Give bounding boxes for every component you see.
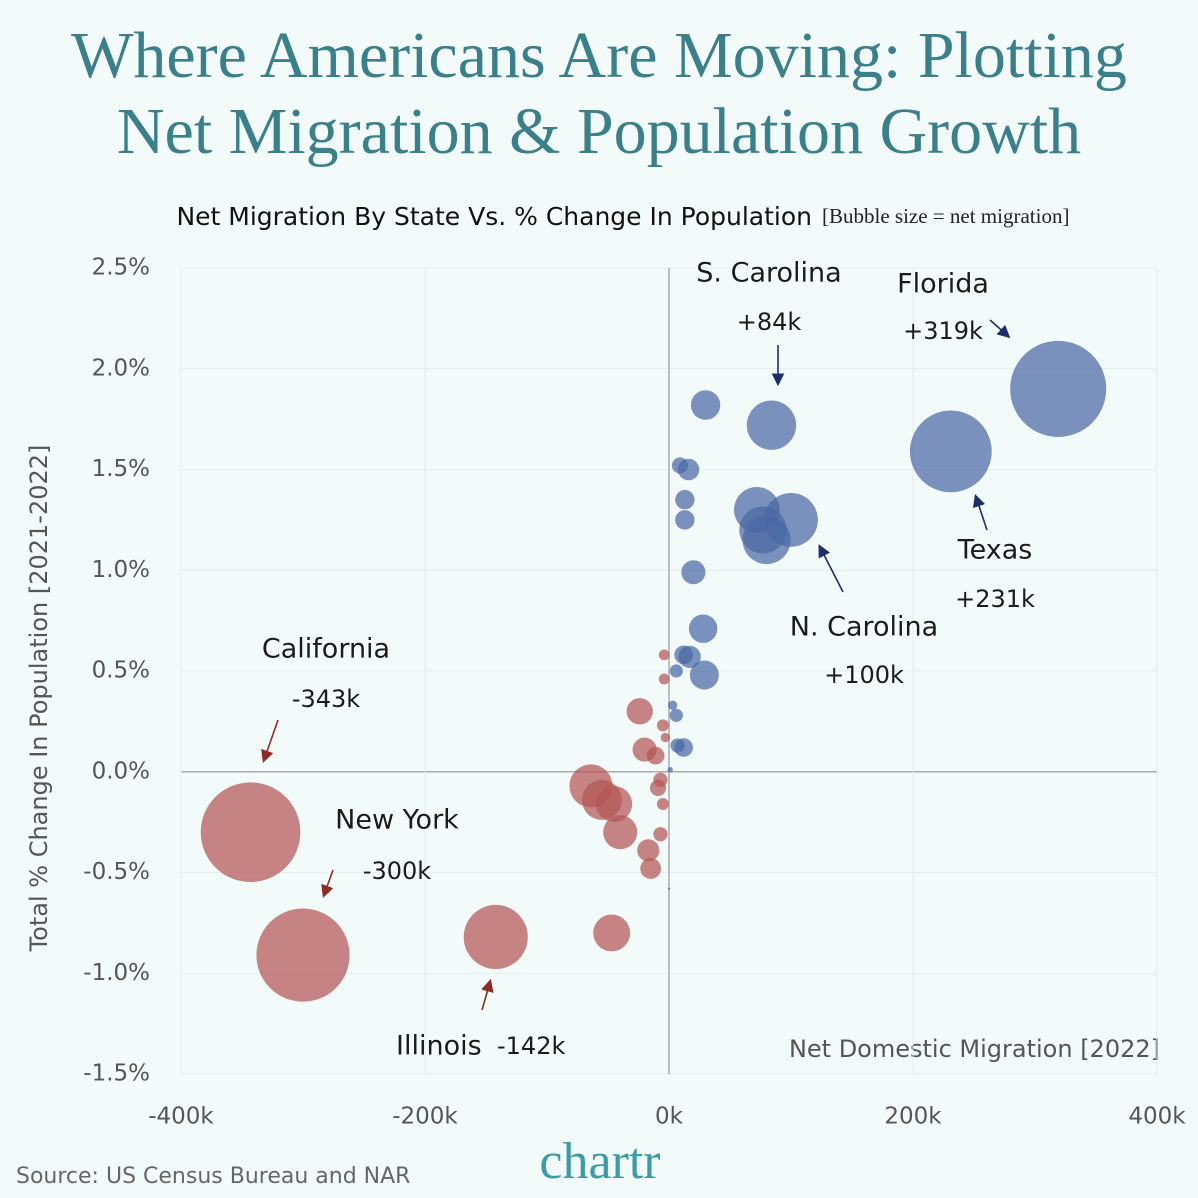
annotation-arrow	[818, 544, 844, 593]
bubble	[1010, 340, 1107, 437]
y-axis-label: Total % Change In Population [2021-2022]	[25, 445, 53, 953]
bubble	[671, 457, 689, 474]
annotation-label: S. Carolina	[696, 258, 841, 289]
bubble	[256, 908, 350, 1002]
bubble	[681, 560, 706, 585]
bubble	[674, 645, 693, 665]
bubble	[660, 732, 670, 743]
bubble	[667, 887, 671, 890]
x-tick-label: -200k	[392, 1104, 458, 1130]
x-tick-label: 400k	[1128, 1104, 1186, 1130]
y-tick-label: 1.0%	[92, 557, 150, 583]
bubble	[658, 649, 670, 661]
brand: chartr	[539, 1133, 660, 1190]
bubble	[689, 660, 719, 690]
bubble	[463, 904, 528, 970]
bubble	[667, 767, 673, 773]
annotation-arrow	[972, 493, 988, 531]
annotation-value: +319k	[903, 317, 983, 345]
bubble	[746, 400, 797, 450]
annotation-label: New York	[335, 805, 459, 836]
annotation-arrow	[321, 869, 334, 899]
bubble	[200, 782, 301, 883]
bubble	[658, 673, 670, 685]
annotation-value: +84k	[737, 308, 802, 336]
x-tick-label: -400k	[148, 1104, 214, 1130]
annotation-label: N. Carolina	[790, 612, 938, 643]
bubble	[649, 779, 667, 796]
bubble	[596, 785, 633, 823]
bubble	[656, 797, 669, 811]
annotation-label: Texas	[957, 535, 1033, 566]
bubble	[668, 700, 678, 710]
annotation-arrow	[989, 319, 1011, 339]
bubble	[690, 390, 721, 420]
y-tick-label: 2.5%	[92, 255, 150, 281]
bubble	[739, 506, 787, 554]
y-tick-label: -0.5%	[83, 859, 150, 885]
source: Source: US Census Bureau and NAR	[16, 1164, 410, 1189]
subtitle-note: [Bubble size = net migration]	[822, 204, 1069, 228]
annotation-arrow	[481, 978, 494, 1011]
chart-title: Where Americans Are Moving: Plotting	[71, 19, 1127, 92]
y-tick-label: -1.5%	[83, 1061, 150, 1087]
y-tick-label: 1.5%	[92, 456, 150, 482]
y-tick-label: 0.0%	[92, 758, 150, 784]
annotation-value: +100k	[824, 661, 904, 689]
chart-title: Net Migration & Population Growth	[117, 95, 1081, 168]
annotation-value: -300k	[363, 857, 431, 885]
bubble	[626, 698, 653, 725]
annotation-value: +231k	[955, 585, 1035, 613]
annotation-label: Illinois	[396, 1031, 482, 1062]
annotation-value: -343k	[292, 685, 360, 713]
y-tick-label: 0.5%	[92, 658, 150, 684]
bubble	[675, 510, 695, 530]
bubble	[669, 708, 683, 722]
bubble	[646, 746, 665, 765]
bubble	[656, 719, 669, 732]
y-tick-label: 2.0%	[92, 355, 150, 381]
bubble	[675, 490, 695, 510]
x-tick-label: 0k	[655, 1104, 684, 1130]
bubble	[640, 858, 662, 879]
bubble	[688, 614, 718, 643]
bubble	[669, 664, 683, 678]
subtitle: Net Migration By State Vs. % Change In P…	[176, 202, 812, 231]
bubble	[637, 839, 660, 862]
bubble	[670, 738, 685, 753]
y-tick-label: -1.0%	[83, 960, 150, 986]
annotation-arrow	[261, 719, 279, 764]
annotation-label: Florida	[897, 269, 989, 300]
bubble	[909, 410, 992, 493]
bubble	[653, 827, 668, 842]
x-axis-label: Net Domestic Migration [2022]	[789, 1035, 1160, 1063]
annotation-label: California	[262, 634, 390, 665]
bubble	[603, 815, 638, 850]
annotation-value: -142k	[497, 1032, 565, 1060]
bubble	[593, 914, 631, 952]
x-tick-label: 200k	[884, 1104, 942, 1130]
